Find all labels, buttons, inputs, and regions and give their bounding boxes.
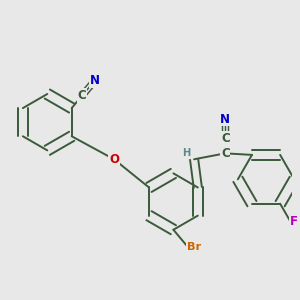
- Text: C: C: [78, 89, 87, 102]
- Text: F: F: [290, 215, 298, 228]
- Text: O: O: [109, 153, 119, 166]
- Text: C: C: [221, 132, 230, 145]
- Text: H: H: [183, 148, 191, 158]
- Text: Br: Br: [187, 242, 201, 252]
- Text: N: N: [90, 74, 100, 87]
- Text: C: C: [221, 147, 230, 160]
- Text: N: N: [220, 113, 230, 126]
